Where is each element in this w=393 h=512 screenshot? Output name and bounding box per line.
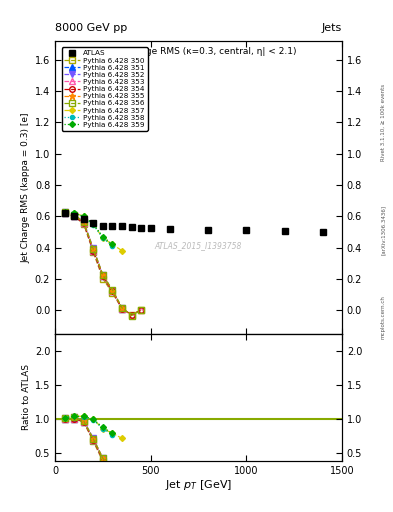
Y-axis label: Jet Charge RMS (kappa = 0.3) [e]: Jet Charge RMS (kappa = 0.3) [e] xyxy=(22,112,31,263)
X-axis label: Jet $p_T$ [GeV]: Jet $p_T$ [GeV] xyxy=(165,478,232,493)
Text: Rivet 3.1.10, ≥ 100k events: Rivet 3.1.10, ≥ 100k events xyxy=(381,84,386,161)
Text: mcplots.cern.ch: mcplots.cern.ch xyxy=(381,295,386,339)
Text: ATLAS_2015_I1393758: ATLAS_2015_I1393758 xyxy=(155,241,242,250)
Text: Jet Charge RMS (κ=0.3, central, η| < 2.1): Jet Charge RMS (κ=0.3, central, η| < 2.1… xyxy=(111,47,298,56)
Text: Jets: Jets xyxy=(321,23,342,33)
Text: [arXiv:1306.3436]: [arXiv:1306.3436] xyxy=(381,205,386,255)
Text: 8000 GeV pp: 8000 GeV pp xyxy=(55,23,127,33)
Y-axis label: Ratio to ATLAS: Ratio to ATLAS xyxy=(22,364,31,430)
Legend: ATLAS, Pythia 6.428 350, Pythia 6.428 351, Pythia 6.428 352, Pythia 6.428 353, P: ATLAS, Pythia 6.428 350, Pythia 6.428 35… xyxy=(61,48,147,131)
